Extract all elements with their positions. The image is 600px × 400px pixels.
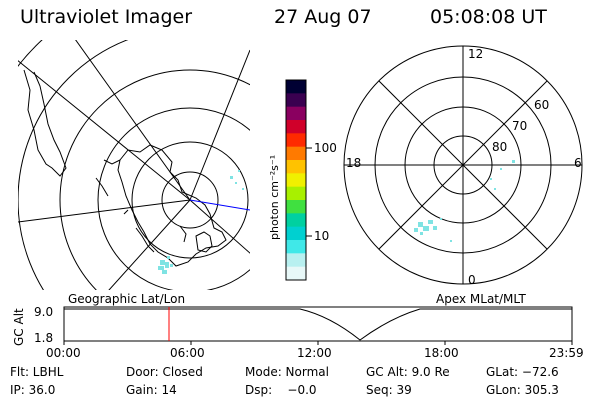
xtick-0000: 00:00 [46, 346, 81, 360]
colorbar-unit-label: photon cm⁻²s⁻¹ [268, 154, 281, 240]
time-label: 05:08:08 UT [430, 6, 547, 28]
xtick-0600: 06:00 [170, 346, 205, 360]
colorbar-stripe [286, 200, 306, 214]
info-gc-alt: GC Alt: 9.0 Re [366, 365, 450, 379]
colorbar-stripe [286, 80, 306, 94]
mlt-label-6: 6 [574, 156, 582, 170]
colorbar-tick-100: 100 [314, 141, 337, 155]
mlt-label-18: 18 [346, 156, 362, 170]
info-mode: Mode: Normal [245, 365, 329, 379]
altitude-plot [63, 306, 573, 345]
info-ip: IP: 36.0 [10, 383, 56, 397]
xtick-2359: 23:59 [549, 346, 584, 360]
colorbar-stripe [286, 266, 306, 281]
colorbar-stripe [286, 106, 306, 121]
geographic-map [18, 40, 250, 290]
colorbar-stripe [286, 213, 306, 228]
altitude-ylabel: GC Alt [12, 308, 26, 346]
colorbar [285, 79, 312, 281]
colorbar-stripe [286, 146, 306, 161]
info-dsp: Dsp: −0.0 [245, 383, 317, 397]
magnetic-polar-map [343, 45, 583, 285]
colorbar-stripe [286, 240, 306, 254]
info-flt: Flt: LBHL [10, 365, 64, 379]
colorbar-stripe [286, 173, 306, 188]
colorbar-tick-10: 10 [314, 229, 330, 243]
coastline [23, 69, 227, 267]
apex-caption: Apex MLat/MLT [436, 292, 526, 306]
mlat-label-70: 70 [512, 119, 528, 133]
aurora-left [158, 170, 244, 274]
colorbar-stripe [286, 160, 306, 174]
colorbar-stripe [286, 186, 306, 201]
info-glat: GLat: −72.6 [486, 365, 559, 379]
colorbar-stripe [286, 133, 306, 148]
mlat-label-60: 60 [534, 98, 550, 112]
xtick-1200: 12:00 [297, 346, 332, 360]
mlt-label-12: 12 [468, 47, 484, 61]
altitude-ytick-bottom: 1.8 [34, 331, 54, 345]
colorbar-stripe [286, 226, 306, 241]
info-door: Door: Closed [126, 365, 203, 379]
geographic-caption: Geographic Lat/Lon [68, 292, 186, 306]
colorbar-stripe [286, 253, 306, 268]
mlt-label-0: 0 [468, 273, 476, 287]
info-seq: Seq: 39 [366, 383, 412, 397]
date-label: 27 Aug 07 [274, 6, 372, 28]
info-glon: GLon: 305.3 [486, 383, 559, 397]
instrument-title: Ultraviolet Imager [20, 6, 193, 28]
colorbar-stripe [286, 93, 306, 108]
aurora-right [414, 160, 515, 242]
colorbar-stripe [286, 120, 306, 134]
altitude-ytick-top: 9.0 [34, 305, 54, 319]
info-gain: Gain: 14 [126, 383, 177, 397]
mlat-label-80: 80 [492, 140, 508, 154]
xtick-1800: 18:00 [424, 346, 459, 360]
